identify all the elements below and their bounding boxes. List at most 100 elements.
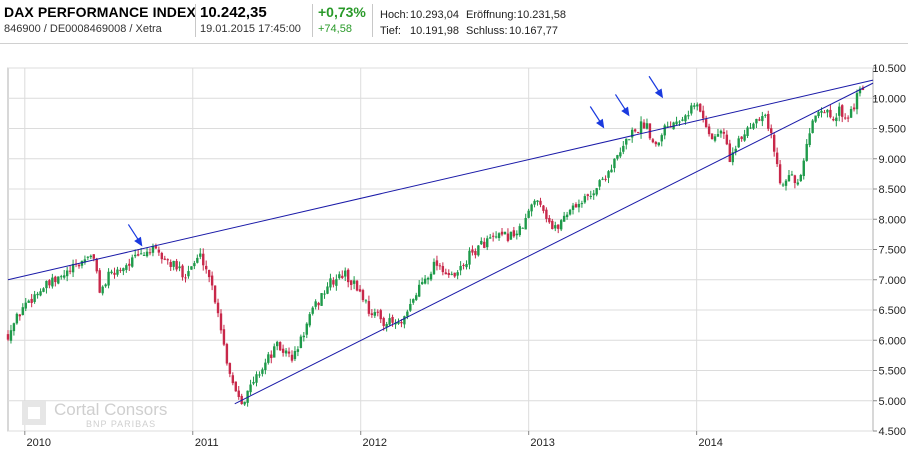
header-divider xyxy=(372,4,373,37)
watermark-logo-inner xyxy=(28,407,40,419)
candle-body xyxy=(178,266,181,269)
candle-body xyxy=(163,258,166,260)
candle-body xyxy=(376,311,379,313)
candle-body xyxy=(403,316,406,325)
candle-body xyxy=(89,255,93,258)
candle-body xyxy=(426,277,430,280)
y-tick-label: 6.500 xyxy=(878,305,906,317)
candle-body xyxy=(134,254,137,257)
candle-body xyxy=(314,301,317,307)
candle-body xyxy=(370,313,374,316)
candle-body xyxy=(642,122,646,129)
candle-body xyxy=(157,249,161,253)
candle-body xyxy=(746,127,749,136)
y-tick-label: 6.000 xyxy=(878,335,906,347)
candle-body xyxy=(228,363,232,374)
candle-body xyxy=(799,175,802,182)
candle-body xyxy=(125,265,128,270)
candle-body xyxy=(778,164,782,184)
candle-body xyxy=(352,280,356,284)
candle-body xyxy=(849,109,853,118)
candle-body xyxy=(743,134,746,141)
candle-body xyxy=(237,390,240,397)
candle-body xyxy=(255,374,258,383)
candle-body xyxy=(397,321,400,324)
candle-body xyxy=(477,245,480,256)
y-tick-label: 10.500 xyxy=(872,63,906,75)
candle-body xyxy=(678,121,681,123)
candle-body xyxy=(704,119,708,128)
candle-body xyxy=(675,121,678,125)
candle-body xyxy=(9,330,13,341)
arrow-shaft xyxy=(648,75,661,94)
candle-body xyxy=(379,310,382,320)
candle-body xyxy=(453,272,456,277)
candle-body xyxy=(666,126,669,128)
candle-body xyxy=(382,318,385,326)
candle-body xyxy=(63,275,66,278)
trendline xyxy=(7,79,874,281)
candle-body xyxy=(160,252,164,260)
watermark-brand: Cortal Consors xyxy=(54,400,167,419)
candle-body xyxy=(628,139,631,141)
candle-body xyxy=(568,209,572,215)
candle-body xyxy=(781,184,785,186)
candle-body xyxy=(474,250,477,256)
candle-body xyxy=(36,293,39,296)
open-label: Eröffnung: xyxy=(466,9,517,21)
candle-body xyxy=(758,119,761,121)
candle-body xyxy=(15,313,19,324)
watermark: Cortal Consors BNP PARIBAS xyxy=(22,400,167,429)
candle-body xyxy=(775,152,779,165)
candle-body xyxy=(749,127,752,129)
candle-body xyxy=(625,138,628,145)
candle-body xyxy=(858,88,862,94)
candle-body xyxy=(725,134,729,145)
candle-body xyxy=(213,285,217,303)
candle-body xyxy=(151,246,155,253)
candle-body xyxy=(793,175,797,184)
candle-body xyxy=(412,299,415,303)
candle-body xyxy=(148,252,152,254)
candle-body xyxy=(823,112,826,114)
candle-body xyxy=(518,226,521,236)
candle-body xyxy=(441,266,445,273)
candle-body xyxy=(320,293,323,306)
candle-body xyxy=(574,204,578,208)
candle-body xyxy=(116,269,119,275)
candle-body xyxy=(181,265,184,278)
candle-body xyxy=(713,136,717,141)
candle-body xyxy=(438,265,442,267)
candle-body xyxy=(80,260,84,266)
candle-body xyxy=(835,117,838,122)
candle-body xyxy=(471,249,474,253)
candle-body xyxy=(101,286,104,294)
candle-body xyxy=(710,133,714,140)
price-timestamp: 19.01.2015 17:45:00 xyxy=(200,23,301,35)
candle-body xyxy=(787,175,791,182)
candle-body xyxy=(60,276,63,278)
candle-body xyxy=(681,119,684,121)
candle-body xyxy=(494,236,498,238)
candle-body xyxy=(598,180,601,187)
y-tick-label: 7.500 xyxy=(878,245,906,257)
candle-body xyxy=(27,300,30,303)
candle-body xyxy=(447,273,450,275)
candle-body xyxy=(249,384,252,393)
candle-body xyxy=(843,117,847,119)
candle-body xyxy=(444,272,448,275)
candle-body xyxy=(524,218,527,230)
candle-body xyxy=(716,134,720,137)
candle-body xyxy=(764,114,767,116)
candle-body xyxy=(805,143,808,161)
candle-body xyxy=(293,351,297,360)
candle-body xyxy=(548,218,551,223)
candle-body xyxy=(450,273,453,275)
candle-body xyxy=(193,263,196,267)
candle-body xyxy=(633,129,637,132)
arrow-shaft xyxy=(127,224,140,242)
candle-body xyxy=(119,269,122,271)
candle-body xyxy=(51,277,54,287)
y-tick-label: 9.500 xyxy=(878,124,906,136)
candle-body xyxy=(687,115,690,117)
